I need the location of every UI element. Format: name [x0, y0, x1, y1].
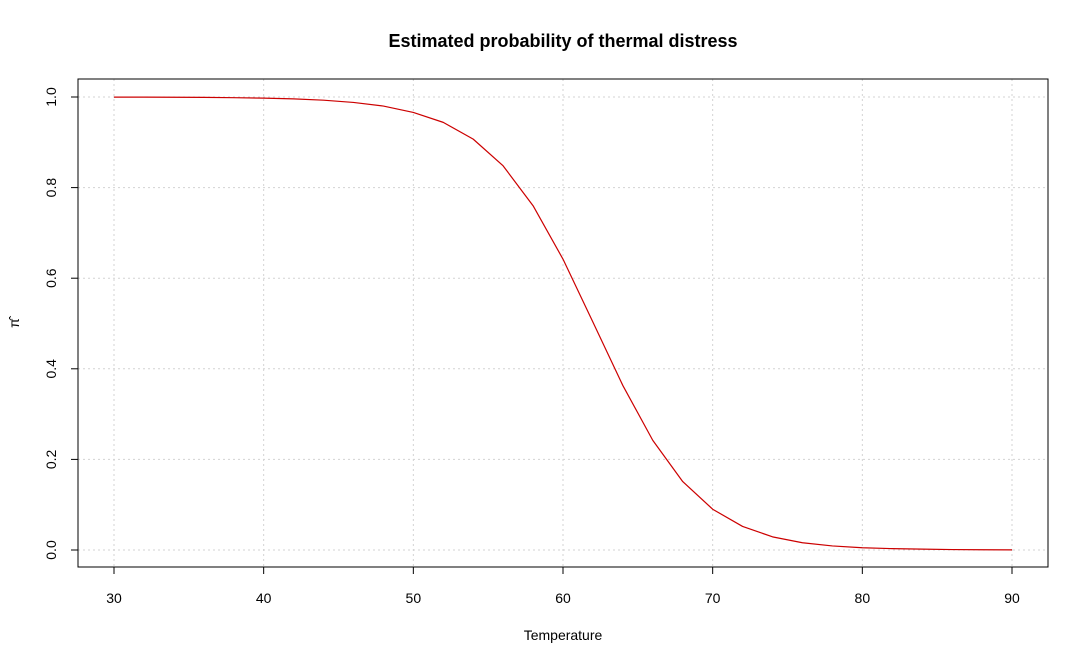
y-tick-label: 1.0	[43, 87, 59, 107]
chart-title: Estimated probability of thermal distres…	[388, 31, 737, 51]
y-tick-label: 0.4	[43, 359, 59, 379]
x-tick-label: 30	[106, 590, 122, 606]
y-axis-label: π̂	[6, 315, 22, 328]
plot-frame	[77, 78, 1049, 568]
grid	[78, 79, 1048, 567]
x-tick-label: 60	[555, 590, 571, 606]
x-tick-label: 50	[406, 590, 422, 606]
x-axis-label: Temperature	[524, 627, 603, 643]
y-tick-label: 0.2	[43, 449, 59, 469]
y-tick-label: 0.8	[43, 178, 59, 198]
y-tick-label: 0.0	[43, 540, 59, 560]
x-tick-label: 90	[1004, 590, 1020, 606]
series-line	[113, 96, 1013, 551]
x-axis: 30 40 50 60 70 80 90	[106, 567, 1020, 606]
x-tick-label: 70	[705, 590, 721, 606]
y-axis: 0.0 0.2 0.4 0.6 0.8 1.0	[43, 87, 78, 560]
x-tick-label: 40	[256, 590, 272, 606]
y-tick-label: 0.6	[43, 268, 59, 288]
series-layer	[113, 96, 1013, 551]
x-tick-label: 80	[855, 590, 871, 606]
